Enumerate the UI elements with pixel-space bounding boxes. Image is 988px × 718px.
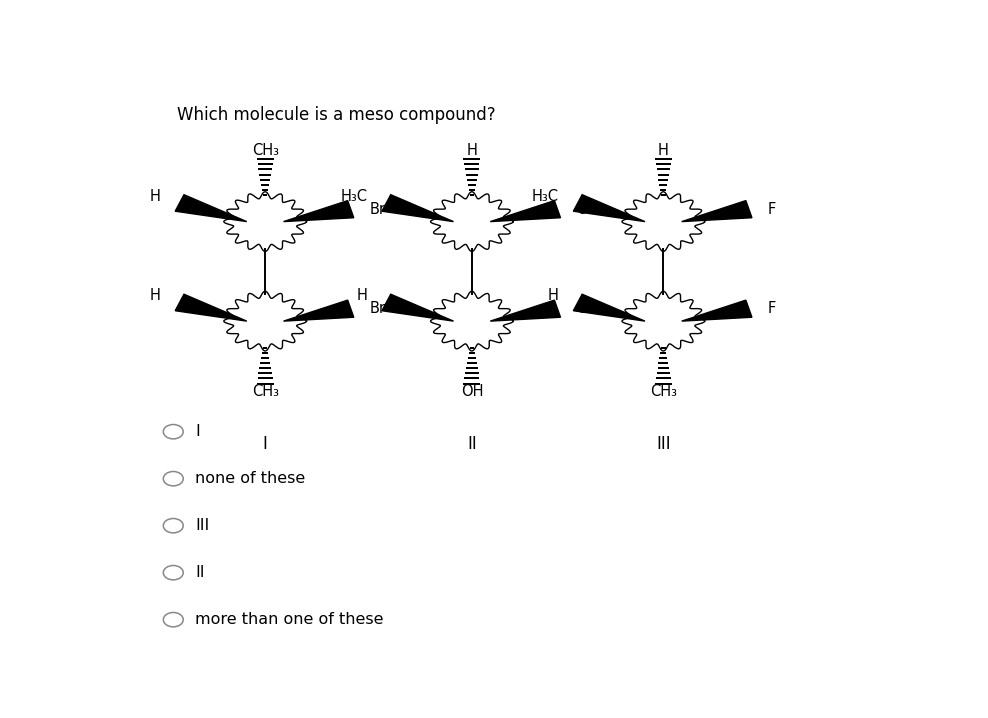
Text: H: H [149,189,160,204]
Text: none of these: none of these [196,471,305,486]
Text: III: III [656,435,671,453]
Text: Which molecule is a meso compound?: Which molecule is a meso compound? [177,106,496,123]
Text: H: H [658,144,669,159]
Text: H: H [547,289,558,303]
Text: H₃C: H₃C [532,189,558,204]
Text: OH: OH [577,202,599,217]
Text: II: II [467,435,477,453]
Polygon shape [382,195,453,222]
Polygon shape [382,294,453,321]
Text: CH₃: CH₃ [577,301,604,316]
Text: CH₃: CH₃ [252,144,279,159]
Text: CH₃: CH₃ [252,384,279,399]
Text: H: H [466,144,477,159]
Text: F: F [768,301,777,316]
Polygon shape [175,195,247,222]
Text: II: II [196,565,205,580]
Polygon shape [490,300,560,321]
Polygon shape [490,200,560,222]
Text: III: III [196,518,209,533]
Text: Br: Br [370,202,386,217]
Text: F: F [768,202,777,217]
Text: H: H [149,289,160,303]
Polygon shape [573,195,645,222]
Polygon shape [175,294,247,321]
Polygon shape [573,294,645,321]
Polygon shape [284,300,354,321]
Text: I: I [196,424,201,439]
Polygon shape [682,300,752,321]
Text: OH: OH [460,384,483,399]
Text: H₃C: H₃C [340,189,368,204]
Text: Br: Br [370,301,386,316]
Polygon shape [682,200,752,222]
Text: I: I [263,435,268,453]
Polygon shape [284,200,354,222]
Text: more than one of these: more than one of these [196,612,384,627]
Text: H: H [357,289,368,303]
Text: CH₃: CH₃ [650,384,677,399]
